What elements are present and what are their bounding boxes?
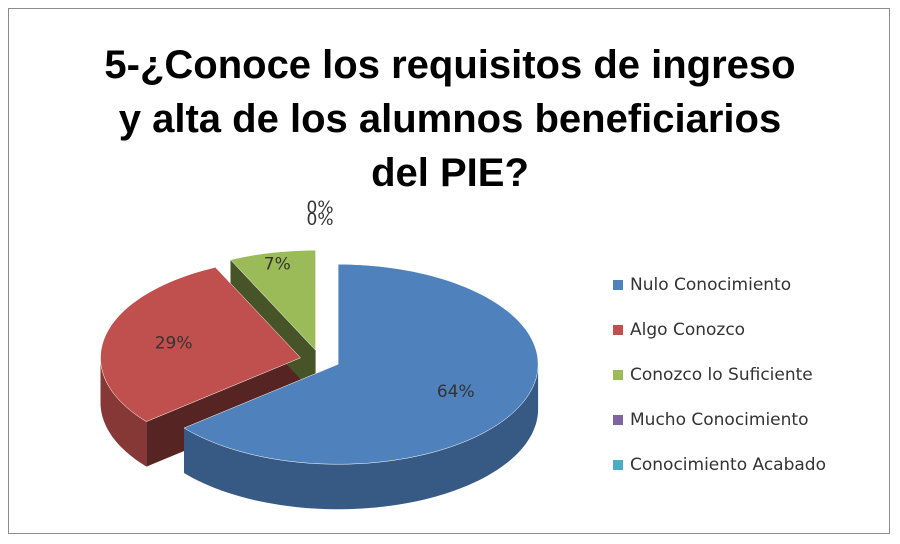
data-label: 0% xyxy=(307,198,334,218)
chart-title: 5-¿Conoce los requisitos de ingreso y al… xyxy=(104,43,796,195)
legend-label: Mucho Conocimiento xyxy=(630,410,808,430)
legend-label: Nulo Conocimiento xyxy=(630,275,791,295)
data-label: 64% xyxy=(437,382,475,402)
chart-frame xyxy=(8,8,890,534)
legend-swatch xyxy=(613,370,623,380)
legend-label: Conocimiento Acabado xyxy=(630,455,826,475)
legend-swatch xyxy=(613,415,623,425)
slice-wall xyxy=(100,357,147,467)
pie-walls xyxy=(100,357,539,510)
slice xyxy=(100,267,301,422)
pie-tops xyxy=(100,249,539,465)
slice xyxy=(183,264,539,465)
legend-swatch xyxy=(613,280,623,290)
legend-label: Algo Conozco xyxy=(630,320,745,340)
legend-swatch xyxy=(613,460,623,470)
legend-swatch xyxy=(613,325,623,335)
slice-side xyxy=(230,259,316,396)
data-label: 0% xyxy=(307,210,334,230)
legend-label: Conozco lo Suficiente xyxy=(630,365,813,385)
data-label: 7% xyxy=(264,254,291,274)
slice xyxy=(230,249,316,351)
slice-wall xyxy=(184,364,539,510)
data-label: 29% xyxy=(155,334,193,354)
